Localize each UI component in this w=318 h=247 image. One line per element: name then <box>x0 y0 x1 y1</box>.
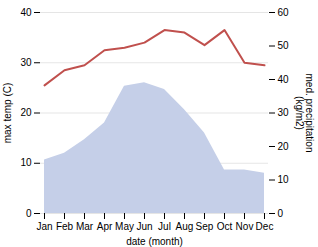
svg-text:30: 30 <box>20 57 32 68</box>
svg-text:0: 0 <box>26 208 32 219</box>
svg-text:May: May <box>115 221 134 232</box>
svg-text:Feb: Feb <box>56 221 74 232</box>
svg-text:60: 60 <box>278 7 290 18</box>
svg-text:20: 20 <box>278 141 290 152</box>
svg-text:Apr: Apr <box>97 221 113 232</box>
svg-text:Oct: Oct <box>217 221 233 232</box>
svg-text:20: 20 <box>20 107 32 118</box>
svg-text:10: 10 <box>278 174 290 185</box>
svg-text:med. precipitation(kg/m2): med. precipitation(kg/m2) <box>294 74 315 153</box>
svg-text:Mar: Mar <box>76 221 94 232</box>
svg-text:Jul: Jul <box>158 221 171 232</box>
svg-text:date (month): date (month) <box>126 236 183 247</box>
svg-text:Sep: Sep <box>196 221 214 232</box>
svg-text:0: 0 <box>278 208 284 219</box>
svg-text:40: 40 <box>278 74 290 85</box>
svg-text:Aug: Aug <box>176 221 194 232</box>
svg-text:Jan: Jan <box>36 221 52 232</box>
svg-text:max temp (C): max temp (C) <box>2 83 13 144</box>
svg-text:Nov: Nov <box>236 221 254 232</box>
svg-text:40: 40 <box>20 7 32 18</box>
svg-text:30: 30 <box>278 107 290 118</box>
svg-text:50: 50 <box>278 40 290 51</box>
svg-text:Jun: Jun <box>136 221 152 232</box>
svg-text:Dec: Dec <box>256 221 274 232</box>
svg-text:10: 10 <box>20 157 32 168</box>
